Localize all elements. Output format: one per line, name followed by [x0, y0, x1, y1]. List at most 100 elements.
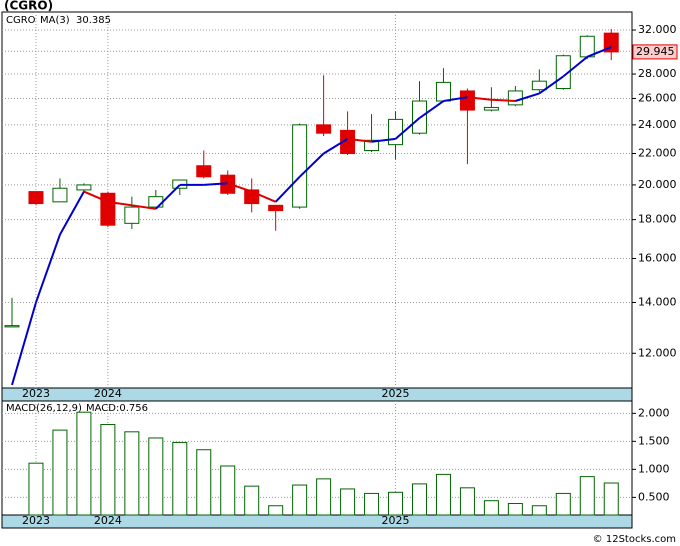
- candle-body: [268, 204, 284, 212]
- ma-segment: [131, 204, 156, 210]
- candle-body: [579, 35, 595, 58]
- ma-segment: [418, 100, 445, 119]
- macd-bar: [603, 482, 619, 516]
- legend-value: MACD:0.756: [86, 403, 148, 414]
- candle-body: [52, 187, 68, 203]
- candle-body: [388, 118, 404, 146]
- ma-segment: [586, 46, 612, 58]
- ma-segment: [491, 98, 516, 103]
- macd-bar: [124, 431, 140, 516]
- macd-bar: [292, 484, 308, 516]
- chart-title: (CGRO): [4, 0, 53, 13]
- ma-segment: [155, 184, 181, 210]
- candle-body: [555, 55, 571, 89]
- ma-segment: [274, 176, 301, 203]
- candle-body: [483, 106, 499, 111]
- ma-segment: [59, 191, 85, 236]
- macd-bar: [244, 485, 260, 516]
- y-tick-label: 22.000: [638, 147, 677, 160]
- candle-body: [148, 196, 164, 208]
- ma-segment: [394, 117, 421, 140]
- last-price-box: [632, 44, 678, 60]
- ma-segment: [35, 234, 61, 303]
- ma-segment: [298, 152, 325, 178]
- y-tick-label: 12.000: [638, 346, 677, 359]
- ma-segment: [323, 138, 349, 155]
- macd-bar: [172, 441, 188, 516]
- macd-bar: [555, 492, 571, 516]
- ma-segment: [538, 75, 564, 95]
- macd-bar: [76, 411, 92, 516]
- x-tick-label: 2023: [22, 387, 50, 400]
- candle-body: [124, 206, 140, 224]
- ma-segment: [107, 200, 132, 207]
- ma-segment: [83, 190, 109, 203]
- price-panel: [1, 11, 633, 389]
- macd-bar: [340, 488, 356, 516]
- ma-segment: [443, 96, 468, 102]
- candle-body: [340, 129, 356, 155]
- macd-bar: [507, 503, 523, 516]
- candle-body: [459, 90, 475, 111]
- candle-body: [28, 191, 44, 205]
- ma-segment: [515, 92, 540, 102]
- ma-segment: [227, 182, 253, 193]
- y-tick-label: 28.000: [638, 67, 677, 80]
- y-tick-label: 20.000: [638, 178, 677, 191]
- y-tick-label: 24.000: [638, 118, 677, 131]
- ma-segment: [203, 182, 228, 186]
- candle-body: [76, 184, 92, 191]
- candle-body: [531, 80, 547, 91]
- macd-bar: [28, 462, 44, 516]
- x-tick-label: 2025: [382, 387, 410, 400]
- candle-body: [316, 124, 332, 134]
- y-tick-label: 2.000: [638, 406, 670, 419]
- macd-bar: [459, 487, 475, 516]
- ma-segment: [347, 137, 372, 143]
- macd-bar: [220, 465, 236, 516]
- legend-value: 30.385: [76, 15, 111, 26]
- x-tick-label: 2025: [382, 514, 410, 527]
- ma-segment: [11, 302, 37, 386]
- candle-body: [100, 192, 116, 226]
- macd-bar: [196, 449, 212, 516]
- x-tick-label: 2023: [22, 514, 50, 527]
- y-tick-label: 1.500: [638, 434, 670, 447]
- candle-body: [196, 165, 212, 178]
- macd-bar: [388, 491, 404, 516]
- legend-entry: MA(3): [40, 15, 70, 26]
- candle-body: [364, 139, 380, 152]
- legend-entry: MACD(26,12,9): [6, 403, 82, 414]
- candle-body: [603, 32, 619, 53]
- last-price-label: 29.945: [636, 45, 675, 58]
- macd-bar: [52, 429, 68, 516]
- legend-entry: CGRO: [6, 15, 36, 26]
- ma-segment: [467, 96, 492, 101]
- macd-bar: [100, 424, 116, 516]
- macd-bar: [435, 473, 451, 516]
- footer: © 12Stocks.com: [593, 534, 676, 545]
- macd-bar: [364, 492, 380, 516]
- macd-bar: [411, 483, 427, 516]
- ma-segment: [562, 56, 588, 78]
- macd-bar: [531, 505, 547, 516]
- candle-body: [435, 81, 451, 102]
- candle-body: [4, 325, 20, 328]
- y-tick-label: 16.000: [638, 251, 677, 264]
- y-tick-label: 18.000: [638, 213, 677, 226]
- macd-bar: [579, 476, 595, 516]
- macd-bar: [316, 478, 332, 516]
- y-tick-label: 1.000: [638, 462, 670, 475]
- macd-bar: [268, 505, 284, 516]
- ma-segment: [371, 137, 396, 143]
- ma-segment: [251, 190, 277, 203]
- macd-bar: [483, 500, 499, 516]
- candle-body: [507, 90, 523, 106]
- candle-body: [292, 124, 308, 208]
- macd-bar: [148, 437, 164, 516]
- y-tick-label: 26.000: [638, 91, 677, 104]
- y-tick-label: 0.500: [638, 490, 670, 503]
- x-tick-label: 2024: [94, 387, 122, 400]
- y-tick-label: 14.000: [638, 295, 677, 308]
